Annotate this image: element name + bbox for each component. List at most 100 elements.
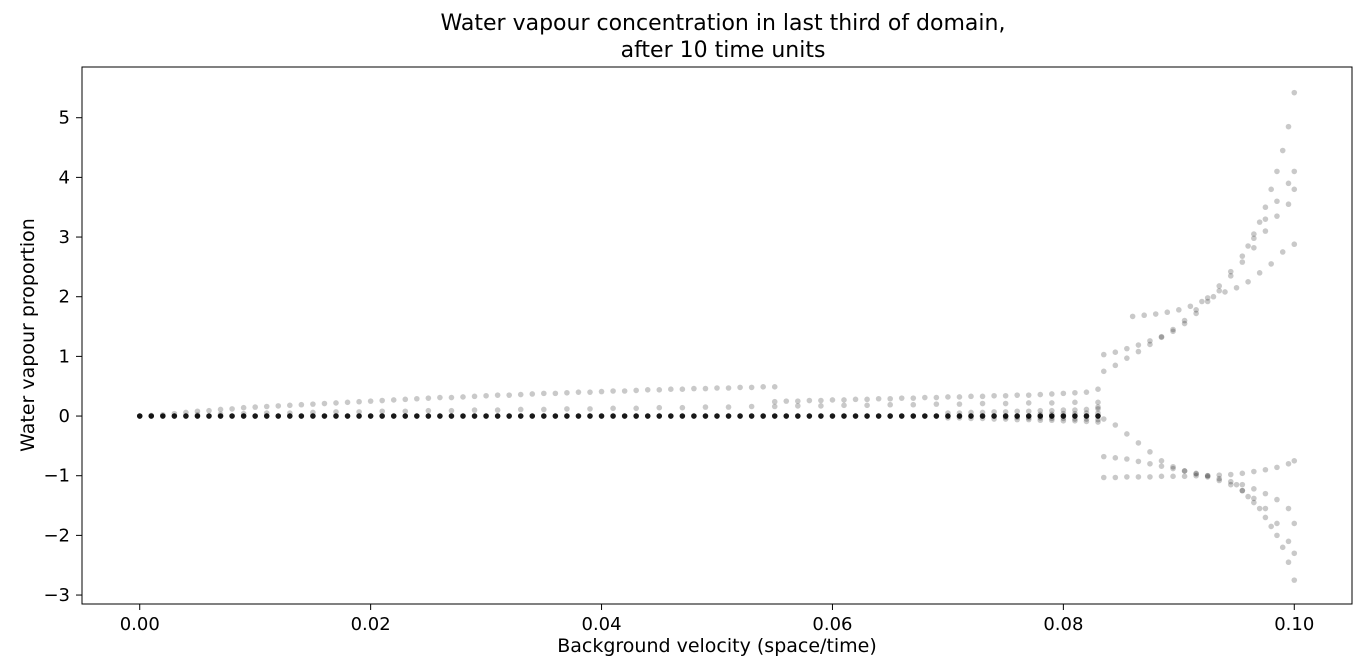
data-point	[748, 403, 755, 410]
data-point	[945, 410, 951, 416]
data-point	[263, 410, 270, 416]
data-point	[910, 413, 917, 419]
data-point	[1256, 505, 1263, 512]
data-point	[1279, 544, 1286, 551]
data-point	[390, 397, 397, 403]
data-point	[1158, 458, 1165, 464]
data-points-group	[136, 89, 1298, 583]
data-point	[1002, 392, 1009, 399]
data-point	[564, 389, 570, 396]
data-point	[136, 413, 143, 419]
data-point	[1002, 400, 1009, 407]
data-point	[1060, 415, 1067, 422]
data-point	[922, 394, 928, 401]
data-point	[818, 397, 824, 404]
data-point	[956, 401, 963, 407]
data-point	[1135, 348, 1142, 355]
data-point	[956, 394, 963, 400]
data-point	[1291, 89, 1298, 96]
data-point	[1147, 338, 1153, 344]
data-point	[795, 403, 801, 409]
data-point	[1158, 333, 1165, 340]
y-tick-label: 3	[59, 227, 70, 248]
data-point	[541, 413, 547, 419]
data-point	[1124, 355, 1130, 361]
data-point	[1233, 481, 1240, 488]
data-point	[1072, 389, 1078, 396]
data-point	[1193, 472, 1199, 479]
data-point	[1025, 413, 1032, 419]
data-point	[344, 413, 351, 419]
data-point	[1014, 392, 1020, 398]
data-point	[668, 413, 674, 419]
data-point	[1135, 342, 1142, 348]
data-point	[725, 413, 732, 419]
data-point	[1181, 473, 1188, 480]
data-point	[1274, 532, 1280, 539]
data-point	[402, 413, 409, 419]
data-point	[760, 384, 766, 390]
data-point	[1083, 410, 1090, 416]
data-point	[1262, 216, 1269, 222]
data-point	[1147, 449, 1153, 455]
data-point	[148, 413, 155, 419]
data-point	[1262, 228, 1269, 234]
data-point	[1083, 389, 1090, 395]
data-point	[414, 395, 420, 402]
data-point	[806, 397, 813, 404]
data-point	[979, 409, 986, 416]
data-point	[610, 413, 616, 419]
data-point	[1158, 463, 1165, 469]
data-point	[1181, 468, 1188, 474]
data-point	[1256, 270, 1263, 276]
data-point	[1037, 413, 1044, 419]
data-point	[668, 386, 674, 393]
data-point	[1095, 404, 1101, 410]
data-point	[310, 413, 316, 419]
data-point	[633, 405, 639, 412]
data-point	[217, 413, 224, 419]
data-point	[864, 402, 870, 409]
data-point	[333, 400, 339, 406]
data-point	[1262, 514, 1269, 521]
data-point	[1100, 474, 1107, 481]
x-tick-label: 0.04	[582, 614, 622, 635]
data-point	[425, 395, 432, 401]
data-point	[287, 402, 293, 409]
data-point	[1279, 249, 1286, 255]
data-point	[1100, 368, 1107, 375]
data-point	[1083, 406, 1090, 413]
data-point	[760, 413, 766, 419]
data-point	[263, 403, 270, 410]
data-point	[1049, 391, 1055, 397]
data-point	[1124, 474, 1130, 480]
data-point	[852, 413, 859, 419]
data-point	[956, 410, 963, 416]
plot-frame	[81, 66, 1353, 605]
data-point	[379, 408, 385, 415]
data-point	[598, 388, 605, 395]
data-point	[1060, 418, 1067, 424]
data-point	[1181, 317, 1188, 324]
data-point	[1274, 464, 1280, 471]
data-point	[979, 400, 986, 407]
data-point	[1095, 419, 1101, 425]
data-point	[1251, 486, 1257, 492]
data-point	[148, 412, 155, 419]
data-point	[1049, 413, 1055, 419]
data-point	[1245, 493, 1251, 500]
data-point	[1181, 320, 1188, 327]
data-point	[1285, 123, 1292, 130]
data-point	[875, 395, 882, 402]
data-point	[1204, 472, 1211, 479]
data-point	[402, 396, 409, 403]
data-point	[1245, 279, 1251, 285]
y-axis-label: Water vapour proportion	[17, 218, 39, 452]
data-point	[1152, 311, 1159, 317]
data-point	[1060, 407, 1067, 413]
data-point	[1291, 168, 1298, 175]
data-point	[1158, 334, 1165, 341]
data-point	[217, 411, 224, 418]
data-point	[1262, 490, 1269, 497]
data-point	[1072, 416, 1078, 422]
